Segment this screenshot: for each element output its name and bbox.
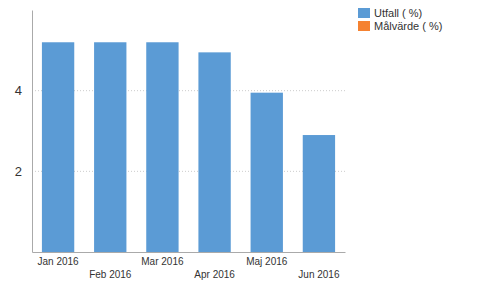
legend-item: Målvärde ( %) xyxy=(358,20,442,32)
grid xyxy=(32,91,345,172)
x-tick-label: Jun 2016 xyxy=(298,269,340,280)
chart: 24Jan 2016Feb 2016Mar 2016Apr 2016Maj 20… xyxy=(0,0,500,300)
y-tick: 4 xyxy=(15,83,32,98)
x-tick: Jan 2016 xyxy=(38,252,80,267)
grid-line xyxy=(32,171,345,172)
x-axis-line xyxy=(33,252,346,253)
y-tick: 2 xyxy=(15,164,32,179)
bars xyxy=(42,42,335,252)
x-tick: Jun 2016 xyxy=(298,252,340,280)
bar xyxy=(146,42,178,252)
legend: Utfall ( %)Målvärde ( %) xyxy=(358,7,442,32)
legend-swatch xyxy=(358,21,370,31)
x-tick: Maj 2016 xyxy=(246,252,288,267)
legend-label: Målvärde ( %) xyxy=(374,20,442,32)
grid-line xyxy=(32,90,345,91)
x-tick: Apr 2016 xyxy=(194,252,235,280)
bar xyxy=(42,42,74,252)
bar xyxy=(94,42,126,252)
bar xyxy=(198,52,230,252)
x-axis: Jan 2016 Feb 2016 Mar 2016 Apr 2016 Maj 2016… xyxy=(33,252,346,280)
y-tick-label: 4 xyxy=(15,83,22,98)
x-tick: Feb 2016 xyxy=(89,252,132,280)
plot: 24Jan 2016Feb 2016Mar 2016Apr 2016Maj 20… xyxy=(15,11,346,281)
bar xyxy=(251,93,283,252)
legend-swatch xyxy=(358,8,370,18)
y-axis: 24 xyxy=(15,11,33,253)
x-tick-label: Apr 2016 xyxy=(194,269,235,280)
x-tick-label: Mar 2016 xyxy=(141,256,184,267)
bar xyxy=(303,135,335,252)
y-tick-label: 2 xyxy=(15,164,22,179)
legend-item: Utfall ( %) xyxy=(358,7,422,19)
x-tick-label: Maj 2016 xyxy=(246,256,288,267)
x-tick-label: Jan 2016 xyxy=(38,256,80,267)
legend-label: Utfall ( %) xyxy=(374,7,422,19)
x-tick: Mar 2016 xyxy=(141,252,184,267)
x-tick-label: Feb 2016 xyxy=(89,269,132,280)
y-axis-line xyxy=(32,11,33,253)
